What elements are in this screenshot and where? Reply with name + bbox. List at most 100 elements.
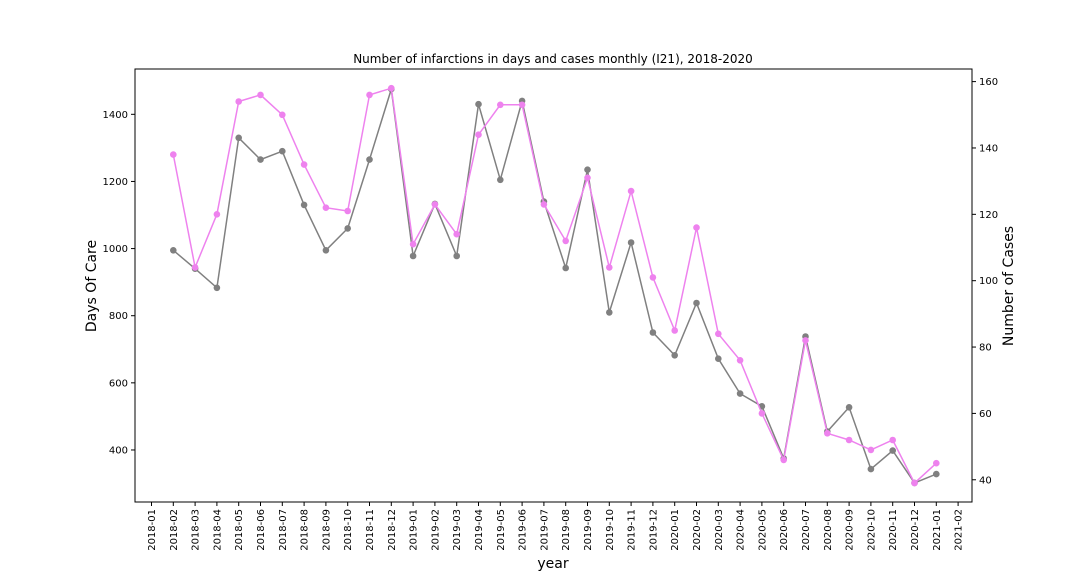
data-point-days-of-care bbox=[213, 284, 221, 292]
data-point-number-of-cases bbox=[366, 91, 373, 99]
x-tick-label: 2018-06 bbox=[256, 509, 267, 551]
data-point-days-of-care bbox=[279, 147, 286, 155]
data-point-number-of-cases bbox=[845, 436, 853, 444]
x-tick-label: 2020-12 bbox=[910, 509, 921, 551]
plot-frame bbox=[134, 68, 973, 503]
x-tick-label: 2018-10 bbox=[343, 509, 354, 551]
x-tick-label: 2018-04 bbox=[212, 509, 223, 551]
x-tick-label: 2018-02 bbox=[169, 509, 180, 551]
x-tick-label: 2019-08 bbox=[561, 509, 572, 551]
data-point-number-of-cases bbox=[453, 230, 461, 238]
data-point-number-of-cases bbox=[409, 240, 417, 248]
data-point-number-of-cases bbox=[518, 101, 526, 109]
data-point-days-of-care bbox=[257, 156, 264, 163]
data-point-number-of-cases bbox=[824, 430, 831, 437]
data-point-number-of-cases bbox=[780, 456, 787, 464]
x-tick-label: 2019-06 bbox=[518, 509, 529, 551]
data-point-days-of-care bbox=[366, 156, 373, 163]
right-tick-label: 160 bbox=[979, 77, 998, 88]
x-tick-label: 2019-01 bbox=[409, 509, 420, 551]
left-y-axis-label: Days Of Care bbox=[84, 240, 100, 332]
data-point-days-of-care bbox=[562, 264, 569, 272]
data-point-number-of-cases bbox=[540, 201, 548, 208]
data-point-days-of-care bbox=[409, 252, 417, 260]
x-tick-label: 2019-10 bbox=[605, 509, 616, 551]
right-y-axis: 40 60 80 100 120 140 160 bbox=[972, 77, 998, 486]
x-tick-label: 2019-03 bbox=[452, 509, 463, 551]
right-tick-label: 40 bbox=[979, 475, 992, 486]
x-tick-label: 2020-09 bbox=[845, 509, 856, 551]
data-point-number-of-cases bbox=[170, 151, 177, 158]
data-point-number-of-cases bbox=[627, 187, 635, 195]
data-point-number-of-cases bbox=[235, 98, 242, 105]
x-tick-label: 2020-06 bbox=[779, 509, 790, 551]
data-point-number-of-cases bbox=[388, 84, 395, 92]
data-point-number-of-cases bbox=[736, 357, 744, 364]
data-point-number-of-cases bbox=[562, 237, 569, 245]
x-tick-label: 2019-05 bbox=[496, 509, 507, 551]
data-point-days-of-care bbox=[606, 309, 613, 316]
data-point-number-of-cases bbox=[257, 91, 264, 99]
data-point-number-of-cases bbox=[344, 207, 352, 215]
data-point-number-of-cases bbox=[300, 161, 308, 168]
left-tick-label: 1200 bbox=[103, 177, 128, 188]
x-tick-label: 2020-03 bbox=[714, 509, 725, 551]
x-tick-label: 2018-07 bbox=[278, 509, 289, 551]
data-point-number-of-cases bbox=[867, 446, 875, 454]
x-tick-label: 2020-02 bbox=[692, 509, 703, 551]
data-point-number-of-cases bbox=[431, 201, 439, 208]
x-tick-label: 2018-01 bbox=[147, 509, 158, 551]
data-point-number-of-cases bbox=[322, 204, 330, 211]
data-point-days-of-care bbox=[170, 247, 177, 254]
right-tick-label: 60 bbox=[979, 409, 992, 420]
data-point-days-of-care bbox=[649, 329, 657, 336]
data-point-number-of-cases bbox=[889, 436, 896, 444]
x-tick-label: 2018-05 bbox=[234, 509, 245, 551]
data-point-number-of-cases bbox=[497, 101, 504, 109]
data-point-days-of-care bbox=[627, 239, 635, 246]
chart-title: Number of infarctions in days and cases … bbox=[353, 52, 753, 66]
x-tick-label: 2020-07 bbox=[801, 509, 812, 551]
right-tick-label: 120 bbox=[979, 210, 998, 221]
right-tick-label: 100 bbox=[979, 276, 998, 287]
x-tick-label: 2019-12 bbox=[648, 509, 659, 551]
data-point-number-of-cases bbox=[802, 337, 809, 344]
left-tick-label: 400 bbox=[109, 445, 128, 456]
data-point-days-of-care bbox=[344, 225, 352, 232]
right-tick-label: 80 bbox=[979, 343, 992, 354]
x-tick-label: 2019-09 bbox=[583, 509, 594, 551]
data-point-days-of-care bbox=[235, 134, 242, 142]
data-point-number-of-cases bbox=[191, 264, 199, 271]
left-tick-label: 1400 bbox=[103, 110, 128, 121]
left-tick-label: 800 bbox=[109, 311, 128, 322]
data-point-days-of-care bbox=[867, 465, 875, 473]
x-tick-label: 2020-04 bbox=[736, 509, 747, 551]
data-point-days-of-care bbox=[475, 100, 482, 108]
data-point-days-of-care bbox=[584, 166, 591, 173]
x-axis: 2018-01 2018-02 2018-03 2018-04 2018-05 2018-… bbox=[147, 502, 965, 551]
x-tick-label: 2019-04 bbox=[474, 509, 485, 551]
x-tick-label: 2018-09 bbox=[321, 509, 332, 551]
data-point-number-of-cases bbox=[475, 131, 482, 138]
left-tick-label: 600 bbox=[109, 378, 128, 389]
x-tick-label: 2019-02 bbox=[430, 509, 441, 551]
data-point-number-of-cases bbox=[715, 330, 722, 338]
data-point-number-of-cases bbox=[671, 327, 678, 334]
data-point-number-of-cases bbox=[584, 174, 591, 182]
left-tick-label: 1000 bbox=[103, 244, 128, 255]
data-point-number-of-cases bbox=[693, 224, 700, 231]
x-tick-label: 2021-01 bbox=[932, 509, 943, 551]
x-tick-label: 2019-11 bbox=[627, 509, 638, 551]
x-tick-label: 2021-02 bbox=[954, 509, 965, 551]
x-tick-label: 2020-08 bbox=[823, 509, 834, 551]
data-point-number-of-cases bbox=[933, 459, 940, 467]
x-tick-label: 2020-01 bbox=[670, 509, 681, 551]
data-point-days-of-care bbox=[453, 252, 461, 260]
data-point-days-of-care bbox=[693, 299, 700, 307]
left-y-axis: 400 600 800 1000 1200 1400 bbox=[103, 110, 135, 456]
data-point-number-of-cases bbox=[758, 410, 766, 417]
data-point-number-of-cases bbox=[649, 274, 657, 281]
data-point-number-of-cases bbox=[606, 264, 613, 271]
